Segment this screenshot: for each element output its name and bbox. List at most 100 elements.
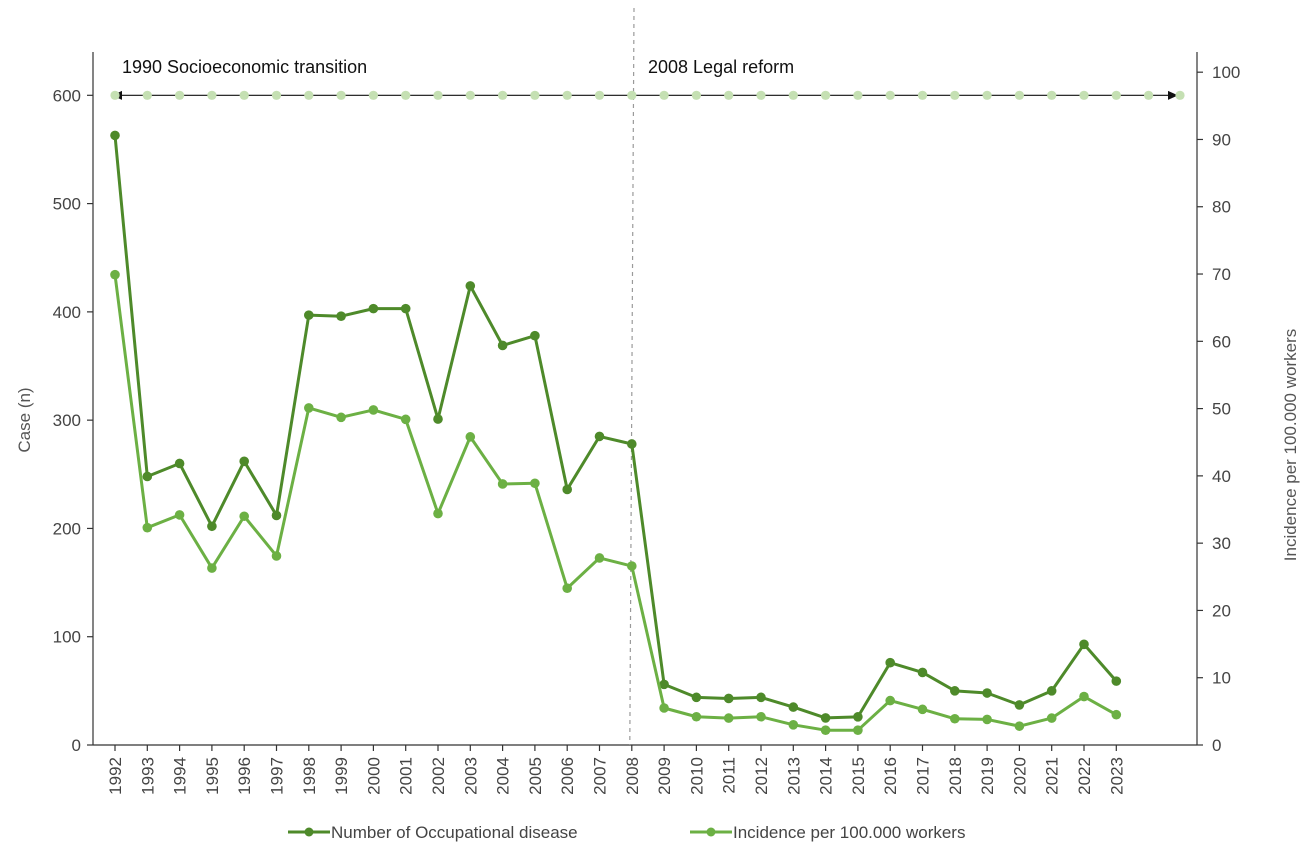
point-cases xyxy=(142,471,153,482)
point-incidence xyxy=(497,479,508,489)
annotation-legal-reform: 2008 Legal reform xyxy=(648,57,794,77)
point-incidence xyxy=(1111,709,1122,720)
point-cases xyxy=(1111,676,1122,686)
timeline-dot xyxy=(401,90,411,100)
axes: 0 100 200 300 400 500 600 0 10 20 30 40 50 60 70 80 90 10… xyxy=(53,7,1240,795)
x-tick-label: 2014 xyxy=(817,757,836,795)
y2-tick-label: 0 xyxy=(1212,736,1221,755)
timeline-dot xyxy=(1144,90,1154,100)
timeline-dot xyxy=(1014,90,1024,100)
annotation-socioeconomic: 1990 Socioeconomic transition xyxy=(122,57,367,77)
y2-tick-label: 30 xyxy=(1212,534,1231,553)
point-incidence xyxy=(820,725,831,735)
timeline-dot xyxy=(1047,90,1057,100)
timeline-dot xyxy=(885,90,895,100)
x-tick-label: 2008 xyxy=(623,757,642,795)
x-tick-label: 2001 xyxy=(397,757,416,795)
point-cases xyxy=(110,130,120,141)
timeline-dot xyxy=(982,90,992,100)
timeline-dot xyxy=(530,90,540,100)
y2-tick-label: 70 xyxy=(1212,265,1231,284)
point-cases xyxy=(659,679,669,690)
x-tick-label: 1992 xyxy=(106,757,125,795)
y-tick-label: 0 xyxy=(72,736,81,755)
x-tick-label: 1995 xyxy=(203,757,222,795)
x-tick-label: 2010 xyxy=(687,757,706,795)
timeline xyxy=(110,90,1185,100)
point-incidence xyxy=(723,713,734,723)
y-axis-title: Case (n) xyxy=(15,387,34,452)
point-cases xyxy=(174,458,185,469)
x-tick-label: 2016 xyxy=(881,757,900,795)
y2-tick-label: 10 xyxy=(1212,669,1231,688)
x-tick-label: 2006 xyxy=(558,757,577,795)
y-tick-label: 100 xyxy=(53,628,81,647)
x-tick-label: 1994 xyxy=(171,757,190,795)
y2-tick-label: 60 xyxy=(1212,332,1231,351)
point-cases xyxy=(723,693,734,704)
point-cases xyxy=(1014,700,1025,710)
point-cases xyxy=(562,484,572,495)
point-cases xyxy=(853,712,863,722)
point-incidence xyxy=(530,478,540,489)
timeline-dot xyxy=(465,90,475,100)
x-tick-label: 2013 xyxy=(784,757,803,795)
timeline-arrow-right xyxy=(1168,90,1178,100)
point-incidence xyxy=(1014,721,1025,731)
timeline-dot xyxy=(627,90,637,100)
point-incidence xyxy=(917,704,928,715)
series-line-incidence xyxy=(113,274,1118,732)
point-incidence xyxy=(271,551,282,561)
timeline-dot xyxy=(304,90,314,100)
x-tick-label: 2018 xyxy=(946,757,965,795)
point-cases xyxy=(1046,686,1057,696)
timeline-dot xyxy=(433,90,443,100)
x-tick-label: 2021 xyxy=(1043,757,1062,795)
x-tick-label: 2023 xyxy=(1107,757,1126,795)
y2-tick-label: 100 xyxy=(1212,63,1240,82)
point-incidence xyxy=(950,713,960,724)
x-tick-label: 2020 xyxy=(1010,757,1029,795)
timeline-dot xyxy=(110,90,120,100)
point-cases xyxy=(433,414,443,424)
legend-marker-incidence xyxy=(706,827,716,837)
point-cases xyxy=(304,310,314,320)
point-incidence xyxy=(174,510,185,520)
x-tick-label: 2022 xyxy=(1075,757,1094,795)
y2-tick-label: 40 xyxy=(1212,467,1231,486)
point-incidence xyxy=(465,432,476,442)
point-cases xyxy=(691,692,702,703)
timeline-dot xyxy=(724,90,734,100)
x-tick-label: 2017 xyxy=(914,757,933,795)
y-tick-label: 600 xyxy=(53,86,81,105)
timeline-dot xyxy=(756,90,766,100)
point-incidence xyxy=(368,405,379,415)
y2-tick-label: 20 xyxy=(1212,601,1231,620)
x-tick-label: 1993 xyxy=(138,757,157,795)
legend-label-incidence: Incidence per 100.000 workers xyxy=(733,823,965,842)
x-tick-label: 2004 xyxy=(494,757,513,795)
y2-tick-label: 80 xyxy=(1212,198,1231,217)
timeline-dot xyxy=(821,90,831,100)
x-tick-label: 2009 xyxy=(655,757,674,795)
series-layer xyxy=(110,130,1122,735)
point-incidence xyxy=(304,403,314,413)
point-cases xyxy=(530,330,540,341)
x-tick-label: 1998 xyxy=(300,757,319,795)
series-line-cases xyxy=(113,135,1118,720)
point-incidence xyxy=(207,563,217,573)
x-tick-label: 2005 xyxy=(526,757,545,795)
point-incidence xyxy=(336,412,346,423)
x-tick-label: 2003 xyxy=(461,757,480,795)
timeline-dot xyxy=(336,90,346,100)
point-incidence xyxy=(400,414,411,425)
point-incidence xyxy=(562,583,572,594)
point-cases xyxy=(788,702,799,712)
point-cases xyxy=(400,303,411,314)
point-incidence xyxy=(853,725,863,735)
point-incidence xyxy=(239,511,249,522)
point-incidence xyxy=(1046,713,1057,723)
y2-axis-title: Incidence per 100.000 workers xyxy=(1281,329,1300,561)
timeline-dot xyxy=(207,90,217,100)
point-cases xyxy=(820,713,831,723)
